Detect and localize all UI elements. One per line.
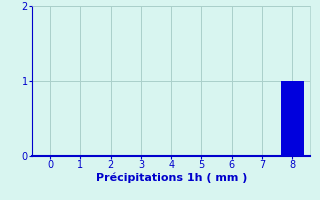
- Bar: [281, 81, 304, 156]
- X-axis label: Précipitations 1h ( mm ): Précipitations 1h ( mm ): [95, 173, 247, 183]
